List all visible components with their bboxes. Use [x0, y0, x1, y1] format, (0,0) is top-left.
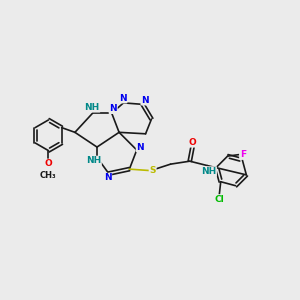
Text: CH₃: CH₃	[40, 171, 57, 180]
Text: N: N	[136, 142, 144, 152]
Text: NH: NH	[84, 103, 100, 112]
Text: N: N	[104, 173, 111, 182]
Text: N: N	[110, 104, 117, 113]
Text: N: N	[141, 96, 149, 105]
Text: Cl: Cl	[214, 195, 224, 204]
Text: NH: NH	[86, 156, 101, 165]
Text: O: O	[44, 159, 52, 168]
Text: NH: NH	[201, 167, 216, 176]
Text: N: N	[119, 94, 127, 103]
Text: S: S	[149, 166, 156, 175]
Text: O: O	[189, 138, 196, 147]
Text: F: F	[240, 150, 246, 159]
